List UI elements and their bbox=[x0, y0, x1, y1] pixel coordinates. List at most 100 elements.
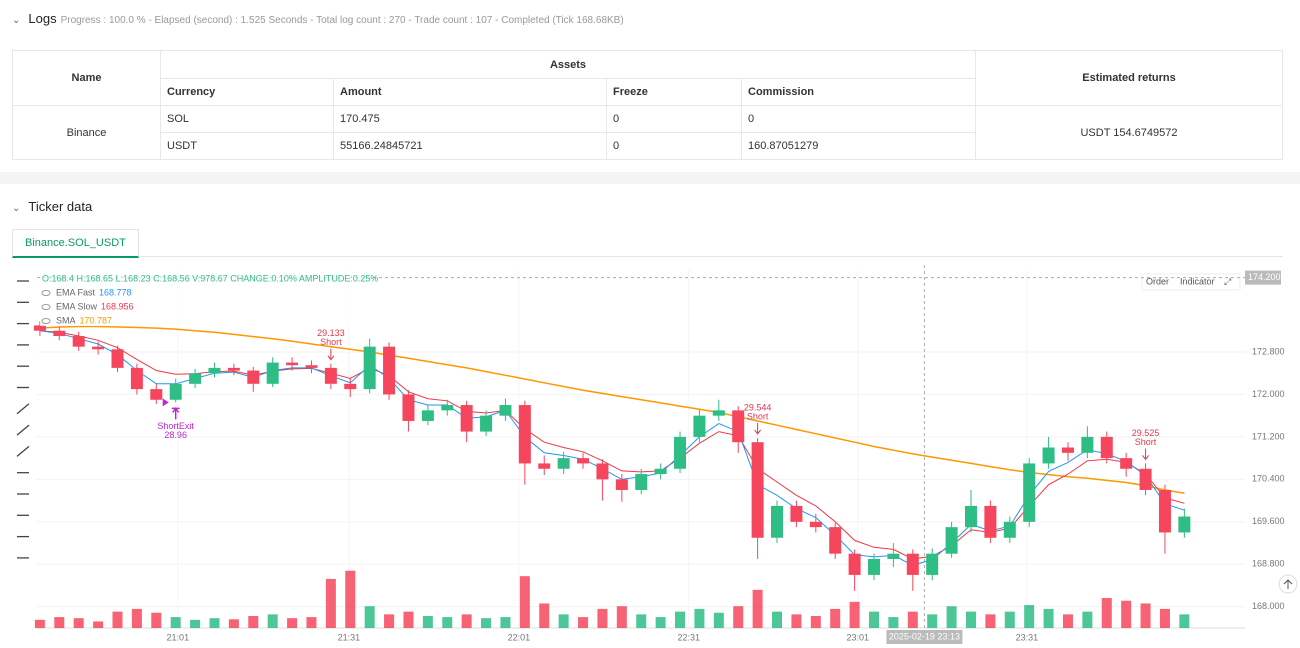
candle-body bbox=[848, 553, 861, 575]
candle-body bbox=[1061, 447, 1074, 453]
cell: 160.87051279 bbox=[741, 132, 976, 160]
candle-body bbox=[518, 405, 531, 464]
candle-body bbox=[1139, 468, 1152, 490]
volume-bar bbox=[539, 603, 550, 628]
candle-body bbox=[1158, 489, 1171, 533]
tab-line bbox=[12, 256, 1283, 257]
toolbar-icon[interactable] bbox=[16, 445, 30, 457]
candle-body bbox=[596, 463, 609, 480]
volume-bar bbox=[1101, 598, 1112, 628]
volume-bar bbox=[112, 611, 123, 628]
candle-body bbox=[964, 505, 977, 528]
annotation-value: 29.544 bbox=[744, 402, 772, 412]
cell: SOL bbox=[160, 105, 334, 133]
volume-bar bbox=[655, 617, 666, 628]
legend-eye[interactable] bbox=[41, 290, 51, 296]
volume-bar bbox=[190, 619, 201, 628]
candle-body bbox=[1178, 516, 1191, 533]
chart-button[interactable]: Indicator bbox=[1180, 276, 1215, 286]
x-tick-label: 22:01 bbox=[508, 632, 531, 642]
assets-table: Name Assets Estimated returns Currency Amou… bbox=[12, 50, 1283, 160]
annotation-value: 29.133 bbox=[317, 328, 345, 338]
x-tick-label: 23:01 bbox=[846, 632, 869, 642]
tab[interactable]: Binance.SOL_USDT bbox=[12, 229, 139, 258]
volume-bar bbox=[403, 611, 414, 628]
candle-body bbox=[189, 373, 202, 384]
toolbar-icon[interactable] bbox=[16, 403, 30, 415]
volume-bar bbox=[325, 578, 336, 628]
volume-bar bbox=[1024, 605, 1035, 628]
candle-body bbox=[712, 410, 725, 416]
candle-body bbox=[1081, 436, 1094, 453]
volume-bar bbox=[170, 617, 181, 628]
candle-body bbox=[829, 527, 842, 554]
annotation-value: 28.96 bbox=[164, 430, 187, 440]
candle-body bbox=[635, 474, 648, 490]
header-cell: Estimated returns bbox=[975, 50, 1283, 106]
volume-bar bbox=[287, 618, 298, 628]
indicator-line bbox=[39, 325, 1185, 494]
candle-body bbox=[441, 405, 454, 411]
ticker-title: Ticker data bbox=[28, 199, 93, 214]
annotation-value: 29.525 bbox=[1132, 428, 1160, 438]
logs-header[interactable]: ⌄ Logs Progress : 100.0 % - Elapsed (secon… bbox=[12, 11, 624, 26]
x-tick-label: 21:01 bbox=[167, 632, 190, 642]
volume-bar bbox=[1062, 614, 1073, 628]
candle-body bbox=[305, 365, 318, 368]
legend-value: 168.778 bbox=[99, 287, 132, 297]
crosshair-price: 174.200 bbox=[1248, 272, 1281, 282]
cell: 55166.24845721 bbox=[333, 132, 607, 160]
volume-bar bbox=[384, 614, 395, 628]
volume-bar bbox=[636, 614, 647, 628]
candle-body bbox=[92, 346, 105, 350]
ticker-header[interactable]: ⌄ Ticker data bbox=[12, 199, 93, 214]
annotation-text: Short bbox=[1135, 437, 1157, 447]
volume-bar bbox=[888, 617, 899, 628]
candle-body bbox=[984, 505, 997, 538]
toolbar-icon[interactable] bbox=[16, 424, 30, 436]
volume-bar bbox=[1043, 608, 1054, 628]
chart-button[interactable]: ⤢ bbox=[1223, 276, 1231, 286]
legend-eye[interactable] bbox=[41, 318, 51, 324]
volume-bar bbox=[93, 621, 104, 628]
volume-bar bbox=[597, 608, 608, 628]
legend-value: 170.787 bbox=[80, 315, 113, 325]
separator bbox=[0, 172, 1300, 184]
crosshair-time: 2025-02-19 23:13 bbox=[889, 631, 960, 641]
volume-bar bbox=[54, 617, 65, 628]
volume-bar bbox=[694, 608, 705, 628]
y-tick-label: 171.200 bbox=[1252, 431, 1285, 441]
candle-body bbox=[286, 362, 299, 366]
legend-eye[interactable] bbox=[41, 304, 51, 310]
candle-body bbox=[926, 553, 939, 575]
volume-bar bbox=[519, 576, 530, 628]
candle-body bbox=[577, 458, 590, 464]
candle-body bbox=[557, 458, 570, 469]
x-tick-label: 22:31 bbox=[677, 632, 700, 642]
crosshair-time-box bbox=[886, 630, 963, 644]
volume-bar bbox=[616, 606, 627, 628]
candle-body bbox=[480, 415, 493, 432]
candle-body bbox=[383, 346, 396, 395]
candle-body bbox=[538, 463, 551, 469]
volume-bar bbox=[228, 619, 239, 628]
volume-bar bbox=[1140, 603, 1151, 628]
candle-body bbox=[906, 553, 919, 575]
legend-bg bbox=[40, 272, 370, 326]
volume-bar bbox=[810, 616, 821, 628]
candle-body bbox=[72, 336, 85, 347]
header-cell: Name bbox=[12, 50, 161, 106]
cell: USDT bbox=[160, 132, 334, 160]
y-tick-label: 169.600 bbox=[1252, 516, 1285, 526]
chart-button[interactable]: Order bbox=[1146, 276, 1169, 286]
candle-body bbox=[324, 367, 337, 384]
candle-body bbox=[247, 370, 260, 384]
candle-body bbox=[868, 558, 881, 575]
volume-bar bbox=[965, 611, 976, 628]
scroll-top-icon bbox=[1283, 579, 1293, 589]
volume-bar bbox=[907, 611, 918, 628]
volume-bar bbox=[442, 617, 453, 628]
header-cell: Freeze bbox=[606, 78, 742, 106]
y-tick-label: 172.000 bbox=[1252, 389, 1285, 399]
